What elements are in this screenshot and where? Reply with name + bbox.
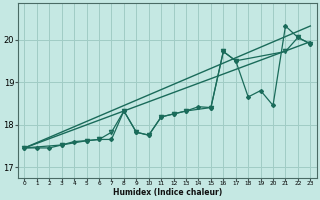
X-axis label: Humidex (Indice chaleur): Humidex (Indice chaleur) [113,188,222,197]
